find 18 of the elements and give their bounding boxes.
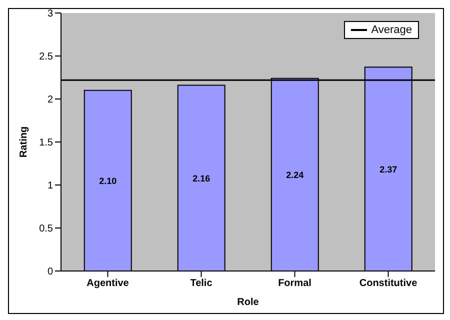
x-tick-label: Telic [190, 278, 213, 290]
legend-label: Average [371, 24, 412, 36]
data-label: 2.37 [380, 164, 398, 174]
y-tick-label: 2.5 [39, 52, 54, 63]
data-label: 2.24 [286, 170, 304, 180]
y-axis-title: Rating [18, 126, 30, 158]
x-tick-label: Constitutive [359, 278, 418, 290]
data-label: 2.16 [192, 173, 210, 184]
x-tick-label: Agentive [86, 278, 130, 290]
y-tick-label: 2 [47, 94, 54, 106]
data-label: 2.10 [99, 176, 117, 186]
x-axis-title: Role [237, 297, 260, 308]
y-tick-label: 1.5 [39, 138, 54, 149]
y-tick-label: 0 [47, 266, 54, 278]
y-tick-label: 1 [47, 180, 54, 192]
y-tick-label: 3 [47, 8, 54, 20]
x-tick-label: Formal [278, 278, 312, 290]
y-tick-label: 0.5 [39, 224, 54, 235]
